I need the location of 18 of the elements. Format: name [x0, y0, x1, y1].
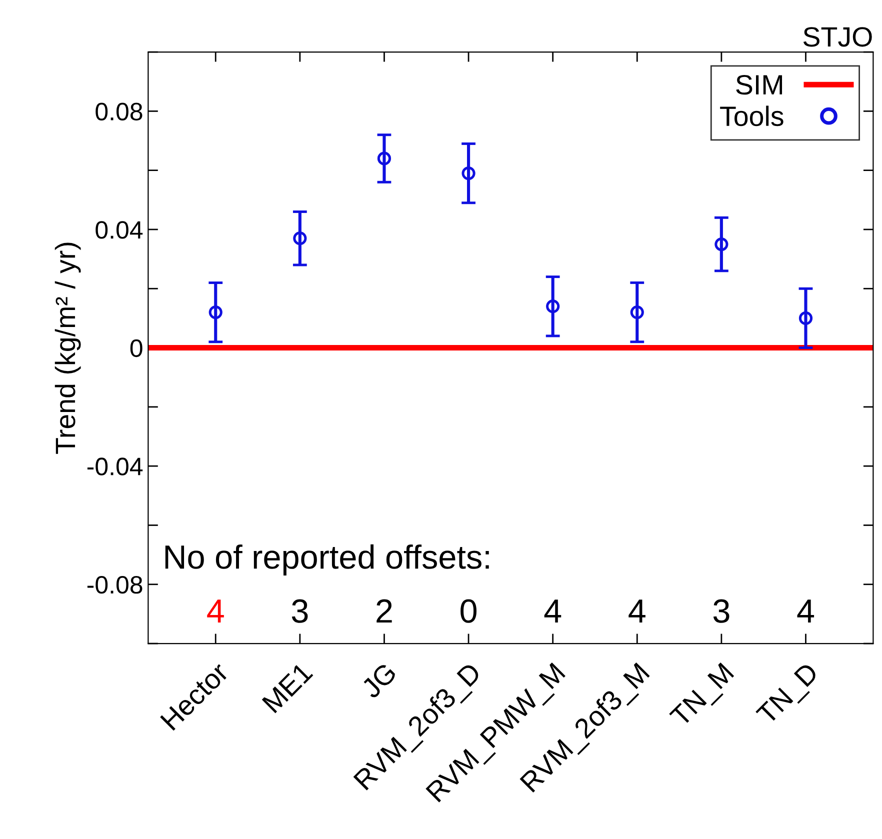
y-tick-label: -0.08 [87, 576, 142, 594]
annotation: 3 [713, 599, 730, 623]
annotation: 4 [628, 600, 646, 623]
y-tick-label: 0.04 [96, 221, 143, 239]
legend-label: Tools [720, 106, 784, 126]
annotation: 3 [292, 599, 308, 623]
annotation: 4 [544, 600, 562, 623]
y-axis-title: Trend (kg/m² / yr) [54, 242, 81, 454]
annotation: No of reported offsets: [165, 544, 489, 576]
y-tick-label: 0.08 [96, 102, 142, 120]
y-tick-label: 0 [130, 339, 142, 358]
y-tick-label: -0.04 [87, 458, 143, 476]
annotation: 4 [207, 600, 224, 623]
legend-label: SIM [736, 74, 782, 95]
annotation: 0 [460, 599, 476, 623]
annotation: 4 [797, 600, 814, 623]
annotation: 2 [376, 599, 392, 623]
chart-title: STJO [803, 27, 872, 47]
